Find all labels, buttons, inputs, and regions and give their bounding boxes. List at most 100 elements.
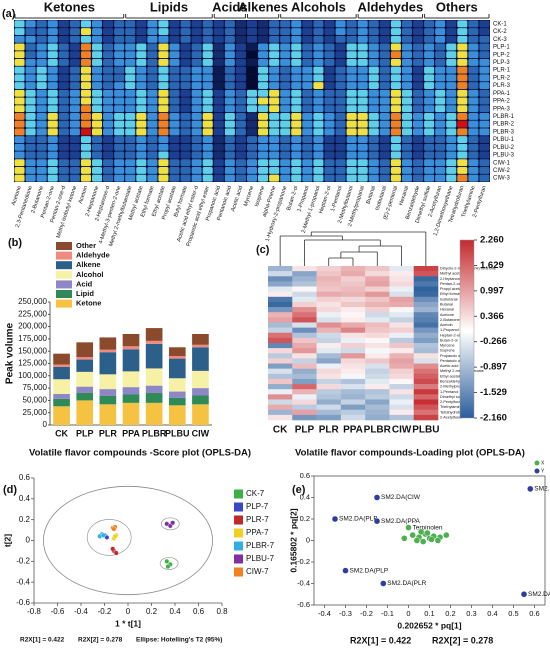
heatmap-cell: [91, 143, 103, 151]
heatmap-cell: [158, 112, 169, 120]
x-tick-label: CIW: [192, 428, 210, 438]
heatmap-cell: [147, 58, 158, 66]
heatmap-cell: [180, 89, 191, 97]
heatmap-cell: [158, 120, 169, 128]
bar-segment: [168, 358, 186, 379]
heatmap-cell: [368, 58, 379, 66]
heatmap-cell: [136, 166, 147, 174]
heatmap-cell: [313, 143, 324, 151]
heatmap-cell: [446, 74, 457, 82]
heatmap-cell: [191, 66, 202, 74]
heatmap-cell: [158, 89, 169, 97]
heatmap-cell: [424, 82, 435, 90]
heatmap-cell: [191, 20, 202, 28]
heatmap-cell: [125, 58, 136, 66]
heatmap-cell: [58, 159, 69, 167]
point: [409, 531, 416, 539]
heatmap-cell: [435, 151, 446, 159]
heatmap-cell: [213, 143, 224, 151]
bar-segment: [99, 395, 117, 405]
heatmap-cell: [58, 35, 69, 43]
x-tick-label: 0.3: [466, 609, 476, 618]
heatmap-cell: [47, 20, 58, 28]
x-tick-label: PLP: [76, 428, 94, 438]
heatmap-cell: [91, 28, 103, 36]
heatmap-cell: [302, 89, 313, 97]
heatmap-cell: [335, 66, 346, 74]
heatmap-cell: [268, 368, 293, 375]
legend-label: CK-7: [246, 489, 265, 498]
bar-segment: [76, 400, 94, 425]
heatmap-cell: [91, 128, 103, 136]
heatmap-cell: [335, 159, 346, 167]
heatmap-cell: [158, 159, 169, 167]
heatmap-cell: [302, 51, 313, 59]
heatmap-cell: [180, 97, 191, 105]
heatmap-cell: [103, 28, 114, 36]
y-tick-label: -0.2: [297, 557, 310, 566]
heatmap-cell: [158, 74, 169, 82]
heatmap-cell: [365, 389, 390, 395]
group-ellipse: [160, 517, 180, 531]
heatmap-cell: [103, 58, 114, 66]
heatmap-cell: [468, 74, 479, 82]
heatmap-cell: [302, 166, 313, 174]
heatmap-cell: [291, 51, 302, 59]
heatmap-cell: [479, 89, 490, 97]
heatmap-cell: [413, 394, 439, 400]
row-label: PLP-1: [493, 45, 510, 51]
heatmap-cell: [390, 82, 401, 90]
y-axis-label: Peak volume: [5, 322, 16, 384]
heatmap-cell: [80, 143, 91, 151]
heatmap-cell: [147, 159, 158, 167]
heatmap-cell: [147, 166, 158, 174]
heatmap-cell: [269, 151, 280, 159]
point: [417, 528, 425, 536]
heatmap-cell: [114, 82, 125, 90]
heatmap-cell: [368, 128, 379, 136]
heatmap-cell: [324, 51, 335, 59]
heatmap-cell: [14, 66, 25, 74]
legend-label: Alcohol: [76, 270, 104, 279]
heatmap-cell: [246, 136, 258, 144]
heatmap-cell: [202, 151, 213, 159]
heatmap-cell: [390, 20, 401, 28]
heatmap-cell: [125, 82, 136, 90]
heatmap-cell: [335, 20, 346, 28]
heatmap-cell: [258, 43, 269, 51]
heatmap-cell: [446, 43, 457, 51]
heatmap-cell: [389, 414, 415, 421]
x-tick-label: PLR: [99, 428, 118, 438]
row-label: CK-2: [493, 29, 507, 35]
heatmap-cell: [147, 112, 158, 120]
heatmap-cell: [36, 58, 47, 66]
y-tick-label: 25,000: [23, 408, 48, 417]
heatmap-cell: [335, 151, 346, 159]
heatmap-cell: [435, 112, 446, 120]
heatmap-cell: [69, 74, 80, 82]
heatmap-cell: [413, 281, 439, 287]
bar-segment: [53, 353, 70, 365]
heatmap-cell: [147, 174, 158, 182]
heatmap-cell: [413, 51, 424, 59]
bar-segment: [145, 402, 163, 425]
heatmap-cell: [180, 128, 191, 136]
heatmap-cell: [14, 82, 25, 90]
heatmap-cell: [424, 174, 435, 182]
heatmap-cell: [103, 82, 114, 90]
heatmap-cell: [379, 112, 390, 120]
heatmap-cell: [191, 151, 202, 159]
heatmap-cell: [292, 404, 317, 411]
heatmap-cell: [268, 301, 293, 308]
heatmap-cell: [235, 112, 246, 120]
heatmap-cell: [235, 128, 246, 136]
heatmap-cell: [158, 43, 169, 51]
heatmap-cell: [446, 174, 457, 182]
group-ellipse: [86, 519, 132, 556]
heatmap-cell: [202, 89, 213, 97]
heatmap-cell: [269, 35, 280, 43]
heatmap-cell: [213, 58, 224, 66]
legend-label: PLBU-7: [246, 554, 275, 563]
heatmap-cell: [224, 166, 235, 174]
legend-label: Lipid: [76, 289, 94, 298]
